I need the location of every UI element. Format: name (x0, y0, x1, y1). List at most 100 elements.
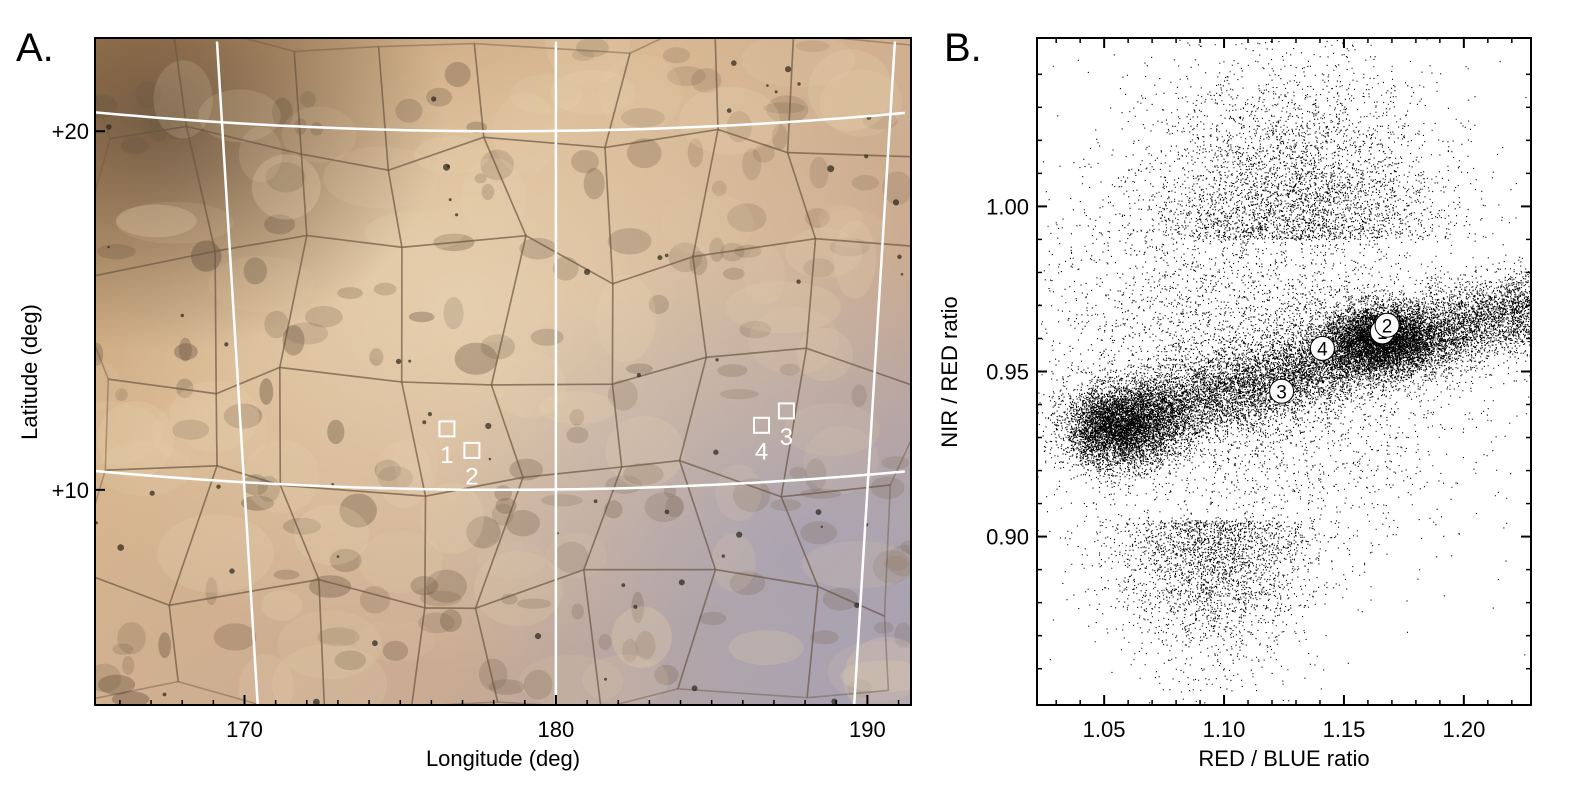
region-box (463, 441, 481, 459)
dark-patch (763, 102, 805, 114)
dark-spot (534, 633, 542, 640)
dark-patch (179, 337, 192, 362)
dark-spot (443, 163, 450, 171)
region-label: 4 (755, 438, 768, 465)
dark-patch (112, 643, 134, 655)
bright-patch (169, 381, 259, 452)
region-marker-3: 3 (777, 402, 795, 451)
dark-spot (820, 525, 823, 528)
dark-patch (803, 258, 835, 278)
terrain-cell (604, 38, 719, 149)
dark-spot (180, 313, 184, 318)
dark-spot (664, 253, 669, 258)
dark-spot (721, 554, 725, 558)
bright-patch (261, 590, 303, 621)
dark-patch (621, 107, 665, 128)
dark-spot (448, 198, 452, 202)
dark-patch (870, 476, 905, 500)
dark-spot (107, 245, 110, 249)
dark-patch (300, 90, 316, 108)
panel-a-label: A. (16, 26, 54, 70)
terrain-cell (474, 466, 623, 610)
bright-patch (596, 274, 656, 363)
dark-patch (190, 240, 222, 272)
dark-patch (734, 244, 762, 258)
dark-patch (576, 38, 609, 58)
bright-patch (492, 92, 558, 175)
terrain-cell (168, 578, 326, 705)
dark-spot (455, 213, 459, 217)
region-marker-1: 1 (438, 420, 456, 469)
terrain-cell (582, 568, 717, 705)
dark-patch (772, 124, 788, 150)
dark-patch (607, 228, 652, 255)
dark-patch (569, 408, 585, 426)
dark-spot (892, 199, 900, 206)
bright-patch (510, 74, 583, 115)
dark-spot (117, 544, 124, 551)
terrain-cell (474, 568, 602, 705)
dark-patch (243, 474, 269, 496)
region-box (777, 402, 795, 420)
bright-patch (238, 126, 283, 183)
labeled-point-marker (1309, 335, 1335, 361)
dark-patch (339, 493, 377, 528)
bright-patch (420, 482, 484, 554)
region-marker-2: 2 (463, 441, 481, 490)
dark-patch (886, 545, 911, 577)
dark-patch (726, 111, 752, 143)
dark-spot (726, 108, 732, 113)
dark-patch (571, 49, 595, 61)
bright-patch (679, 86, 780, 155)
dark-patch (623, 463, 664, 486)
terrain-cell (300, 153, 403, 249)
dark-patch (444, 61, 471, 88)
terrain-cell (95, 576, 179, 700)
dark-patch (739, 320, 772, 339)
dark-patch (466, 516, 501, 549)
dark-patch (847, 679, 873, 699)
dark-patch (689, 251, 708, 276)
terrain-cell (278, 366, 427, 498)
bright-patch (251, 154, 321, 220)
bright-patch (323, 146, 439, 209)
terrain-cell (410, 607, 499, 705)
dark-spot (604, 677, 607, 681)
panel-b-label: B. (944, 26, 982, 70)
dark-patch (488, 679, 525, 695)
dark-patch (872, 550, 911, 584)
bright-patch (573, 286, 616, 322)
scatter-dots (1037, 39, 1531, 705)
dark-patch (408, 311, 435, 323)
terrain-cell (104, 378, 218, 472)
dark-patch (454, 342, 498, 375)
bright-patch (843, 637, 911, 705)
bright-patch (519, 655, 624, 705)
dark-spot (485, 422, 492, 430)
bright-patch (808, 49, 893, 131)
dark-spot (372, 640, 378, 647)
terrain-cell (278, 234, 403, 383)
dark-patch (241, 495, 274, 511)
bright-patch (598, 53, 683, 134)
bright-patch (819, 69, 903, 137)
y-tick-label: 1.00 (986, 194, 1029, 219)
dark-spot (854, 602, 860, 609)
bright-patch (198, 89, 281, 143)
bright-patch (711, 533, 756, 592)
terrain-cell (490, 234, 614, 386)
terrain-cell (318, 578, 426, 705)
x-tick-label: 180 (538, 717, 575, 742)
region-box (753, 416, 770, 434)
bright-patch (582, 654, 669, 705)
dark-spot (229, 568, 235, 574)
dark-patch (117, 622, 146, 655)
dark-spot (336, 555, 340, 558)
dark-patch (272, 97, 293, 128)
map-x-ticks: 170 180 190 (119, 695, 900, 742)
bright-patch (827, 641, 911, 702)
bright-patch (818, 204, 864, 235)
terrain-cell (473, 42, 631, 149)
dark-patch (327, 419, 345, 445)
